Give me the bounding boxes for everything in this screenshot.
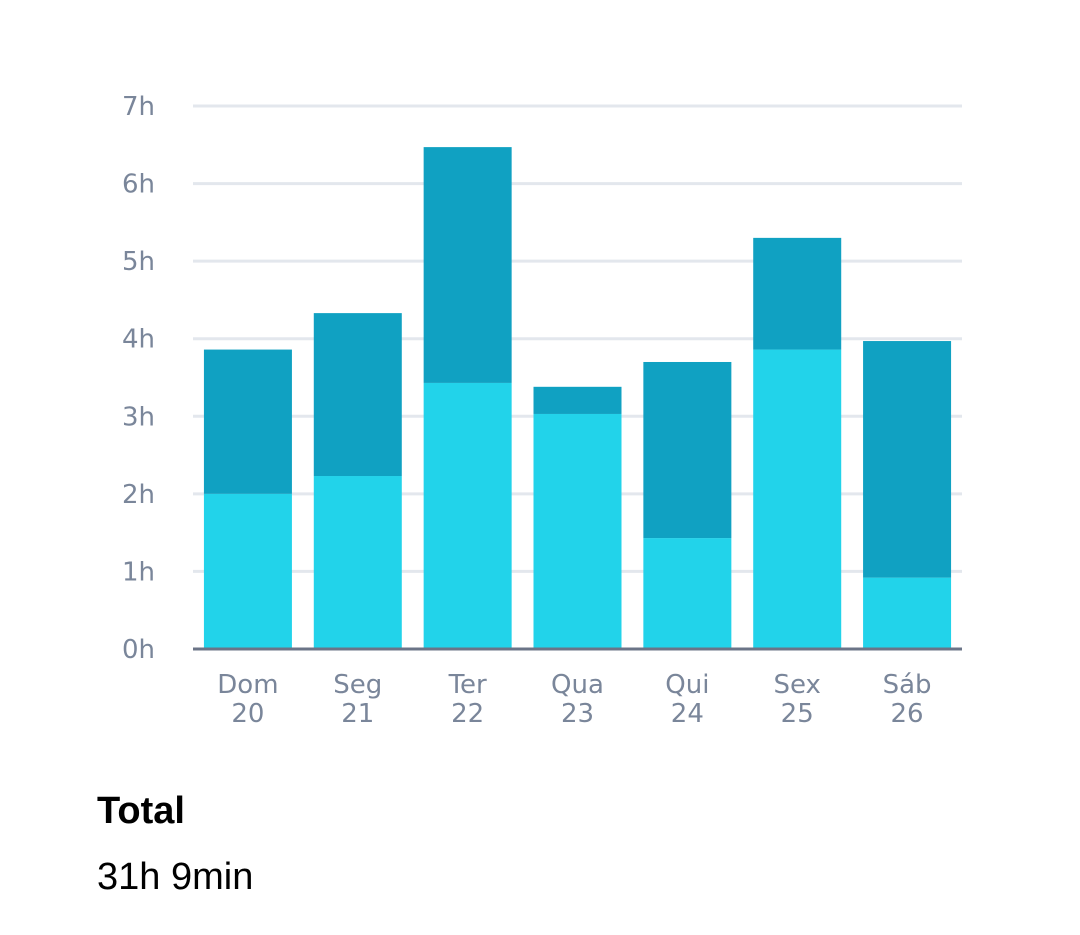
x-tick-day: Qui: [665, 670, 709, 700]
x-tick-date: 20: [231, 699, 264, 729]
bar-segment-1-qui: [643, 538, 732, 649]
total-title: Total: [97, 790, 185, 832]
bars: [203, 147, 952, 649]
bar-segment-2-qua: [533, 386, 622, 414]
bar-segment-1-qua: [533, 413, 622, 649]
y-tick-label: 5h: [122, 247, 155, 277]
y-tick-label: 4h: [122, 325, 155, 355]
x-tick-date: 23: [561, 699, 594, 729]
y-tick-label: 3h: [122, 402, 155, 432]
x-tick-day: Sáb: [883, 670, 932, 700]
y-tick-label: 1h: [122, 557, 155, 587]
bar-segment-1-dom: [203, 493, 292, 649]
x-tick-date: 26: [891, 699, 924, 729]
bar-segment-2-ter: [423, 147, 512, 383]
y-tick-label: 2h: [122, 480, 155, 510]
x-tick-day: Seg: [333, 670, 382, 700]
x-tick-date: 24: [671, 699, 704, 729]
bar-segment-2-sáb: [863, 341, 952, 578]
bar-segment-1-ter: [423, 382, 512, 649]
x-tick-day: Ter: [448, 670, 487, 700]
x-tick-day: Qua: [551, 670, 604, 700]
y-tick-label: 0h: [122, 635, 155, 665]
bar-segment-1-sáb: [863, 577, 952, 649]
x-tick-date: 22: [451, 699, 484, 729]
bar-segment-2-sex: [753, 237, 842, 350]
bar-segment-1-sex: [753, 349, 842, 649]
x-tick-date: 25: [781, 699, 814, 729]
total-summary: Total 31h 9min: [97, 788, 253, 900]
x-tick-day: Dom: [217, 670, 278, 700]
bar-segment-2-qui: [643, 361, 732, 539]
weekly-usage-chart: 0h1h2h3h4h5h6h7hDom20Seg21Ter22Qua23Qui2…: [122, 92, 962, 729]
y-tick-label: 7h: [122, 92, 155, 122]
bar-segment-2-dom: [203, 349, 292, 494]
bar-segment-2-seg: [313, 313, 402, 477]
x-tick-day: Sex: [773, 670, 820, 700]
axis-labels: 0h1h2h3h4h5h6h7hDom20Seg21Ter22Qua23Qui2…: [122, 92, 932, 729]
x-tick-date: 21: [341, 699, 374, 729]
total-value: 31h 9min: [97, 856, 254, 898]
bar-segment-1-seg: [313, 476, 402, 649]
y-tick-label: 6h: [122, 170, 155, 200]
